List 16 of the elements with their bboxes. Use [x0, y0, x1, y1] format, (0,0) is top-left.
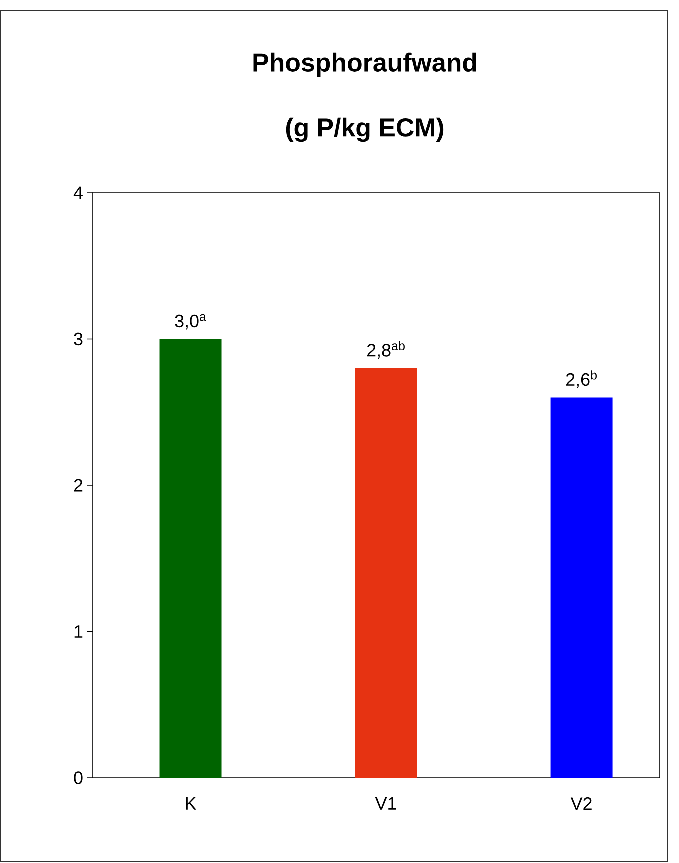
y-tick-label: 4 [74, 186, 83, 200]
chart-title: Phosphoraufwand [254, 52, 476, 78]
x-tick-label: V2 [570, 798, 592, 810]
bar [550, 398, 613, 778]
y-tick-label: 1 [74, 626, 83, 638]
data-label: 2,6$^{b}$ [566, 370, 597, 388]
chart-subtitle: (g P/kg ECM) [286, 118, 444, 142]
y-tick-label: 0 [74, 772, 83, 784]
y-tick-label: 2 [74, 479, 83, 492]
x-tick-label: V1 [375, 798, 396, 810]
x-tick-label: K [186, 798, 197, 810]
data-label: 3,0$^{a}$ [175, 314, 206, 330]
data-label: 2,8$^{ab}$ [367, 341, 405, 359]
bar [160, 339, 222, 778]
y-tick-label: 3 [74, 332, 83, 346]
bar [355, 368, 418, 778]
